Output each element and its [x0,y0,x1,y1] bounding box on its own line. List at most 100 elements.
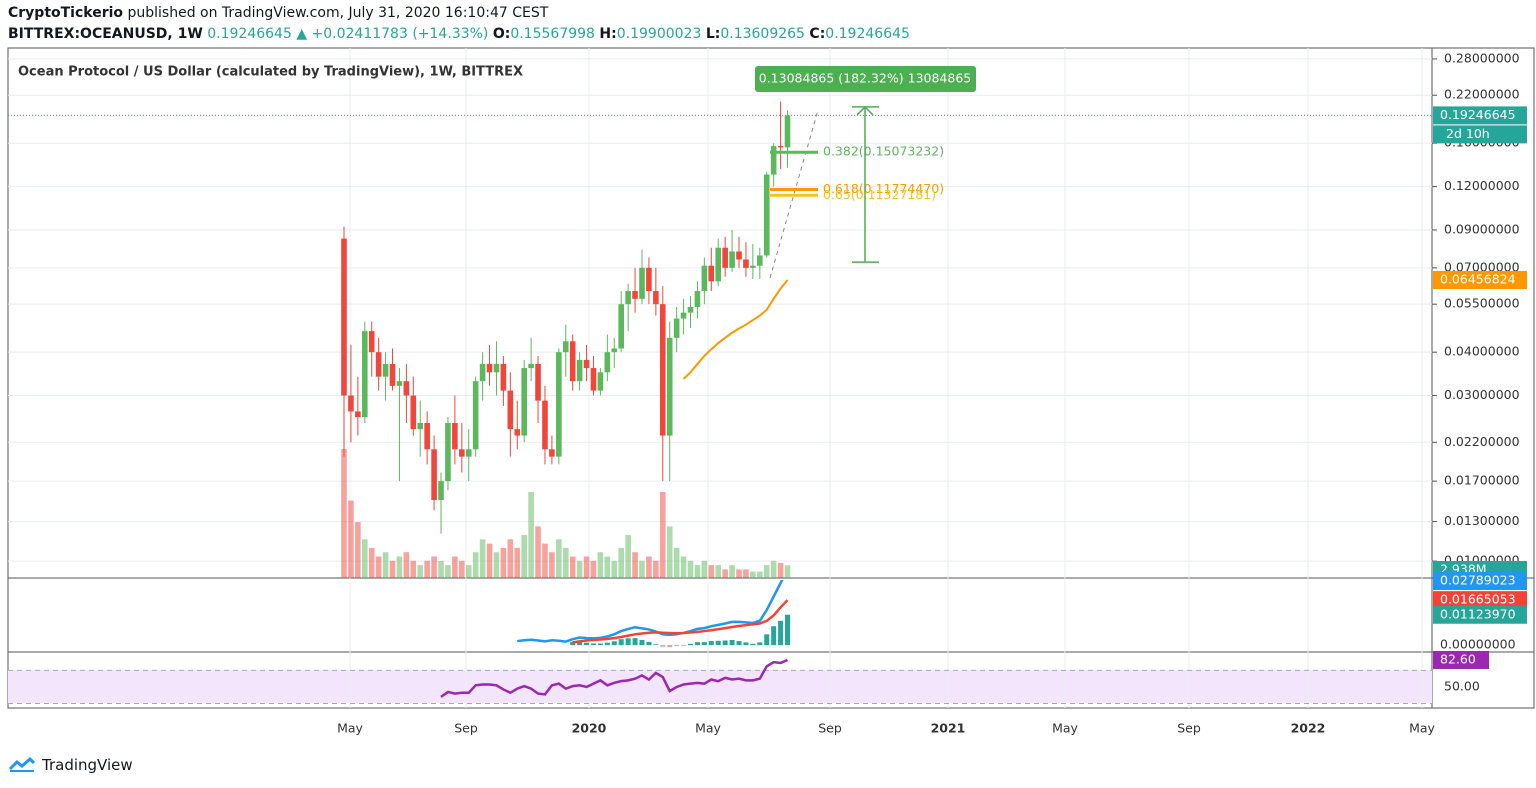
macd-hist [681,645,687,646]
volume-bar [646,556,652,578]
candle-body [375,352,382,377]
x-tick-label: Sep [818,721,842,736]
close: 0.19246645 [825,26,910,42]
y-tick-label: 0.01300000 [1444,513,1520,528]
candle-body [653,291,659,305]
change: ▲ +0.02411783 (+14.33%) [296,26,489,42]
candle-body [417,423,424,430]
low: 0.13609265 [720,26,805,42]
volume-bar [389,560,396,578]
x-tick-label: Sep [1177,721,1201,736]
volume-bar [355,522,361,578]
volume-bar [562,547,569,578]
candle-body [666,337,673,436]
measure-box [755,66,976,92]
volume-bar [431,556,437,578]
marks: 0.280000000.220000000.160000000.12000000… [8,50,1527,736]
quote-line: BITTREX:OCEANUSD, 1W 0.19246645 ▲ +0.024… [8,26,910,42]
volume-bar [417,565,424,578]
candle-body [708,265,715,282]
macd-label: 0.00000000 [1440,637,1516,652]
chart: Ocean Protocol / US Dollar (calculated b… [7,47,1535,736]
macd-hist [646,641,652,646]
candle-body [542,400,548,450]
candle-body [486,363,493,373]
macd-hist [778,620,784,646]
macd-hist [694,642,700,646]
macd-badge-box [1433,572,1527,590]
candle-body [646,267,652,292]
fib-label: 0.618(0.11774470) [823,181,944,196]
volume-bar [382,552,389,578]
macd-hist [701,642,707,646]
volume-bar [625,535,631,578]
macd-label: 0.02789023 [1440,573,1516,588]
candle-body [528,363,534,369]
volume-bar [459,560,465,578]
volume-bar [521,535,527,578]
volume-bar [653,560,659,578]
grid [8,48,1432,708]
volume-bar [507,539,514,578]
candle-body [777,146,784,148]
candle-body [611,348,618,353]
candle-body [576,359,583,382]
volume-bar [604,556,611,578]
rsi-last: 82.60 [1440,651,1476,666]
macd-line [517,580,784,643]
volume-bar [500,547,507,578]
x-tick-label: 2022 [1291,721,1326,736]
published: published on TradingView.com, July 31, 2… [123,5,549,21]
candle-body [757,255,763,266]
volume-bar [694,565,701,578]
volume-bar [750,571,756,578]
macd-hist [639,639,645,646]
volume-bar [777,562,784,578]
candle-body [590,368,597,391]
macd-label: 0.01665053 [1440,592,1516,607]
volume-bar [479,539,486,578]
candle-body [639,267,645,299]
macd-hist [785,614,791,646]
volume-bar [701,560,708,578]
open: 0.15567998 [510,26,595,42]
y-tick-label: 0.12000000 [1444,178,1520,193]
y-tick-label: 0.05500000 [1444,296,1520,311]
volume-bar [583,556,590,578]
candle-body [673,318,680,338]
volume-bar [611,560,618,578]
rsi-band [8,670,1432,703]
volume-bar [549,552,555,578]
candle-body [743,259,749,268]
candle-body [445,423,451,482]
candle-body [632,291,638,299]
volume-bar [465,565,472,578]
candle-body [431,449,437,501]
candle-body [355,411,361,418]
y-tick-label: 0.02200000 [1444,434,1520,449]
y-tick-label: 0.03000000 [1444,387,1520,402]
footer: TradingView [8,756,133,774]
volume-bar [673,547,680,578]
x-tick-label: 2021 [931,721,966,736]
candle-body [368,331,375,353]
candle-body [452,423,458,450]
macd-hist [611,641,617,646]
candle-body [479,363,486,382]
volume-bar [757,571,763,578]
volume-bar [452,556,458,578]
volume-bar [770,560,777,578]
candle-body [597,372,604,391]
macd-badge-box [1433,605,1527,624]
high: 0.19900023 [616,26,702,42]
last: 0.19246645 [207,26,292,42]
candle-body [521,368,527,436]
volume-bar [569,556,576,578]
candle-body [382,363,389,377]
candle-body [493,363,500,373]
candle-body [424,423,430,450]
candle-body [625,291,631,305]
rsi-badge-box [1433,650,1489,669]
trend-line [769,109,819,279]
candle-body [583,359,590,369]
